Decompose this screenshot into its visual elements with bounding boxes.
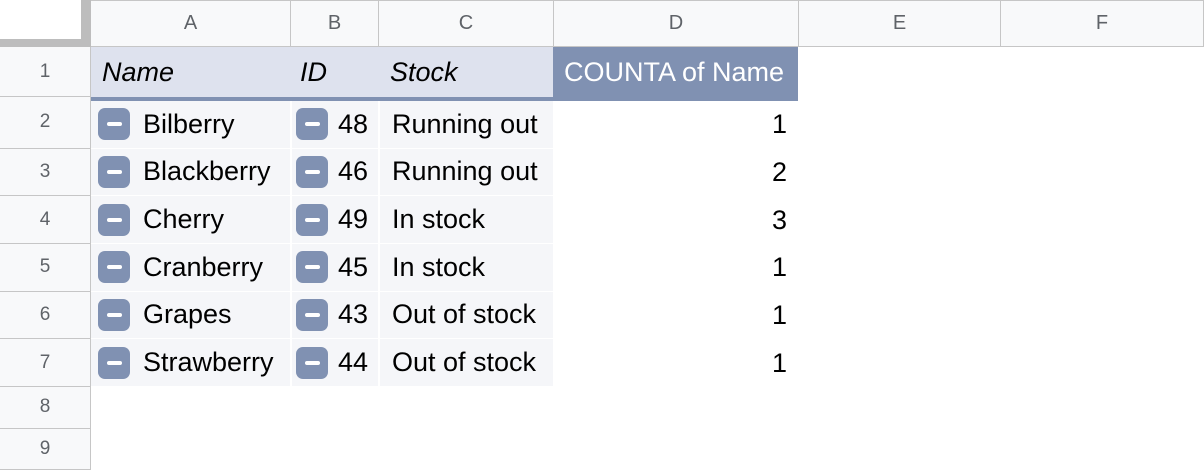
row-header-9[interactable]: 9 bbox=[0, 428, 91, 470]
pivot-cell-id[interactable]: 46 bbox=[290, 148, 378, 197]
pivot-cell-count[interactable]: 2 bbox=[553, 148, 798, 197]
pivot-header-stock[interactable]: Stock bbox=[378, 47, 553, 97]
column-header-e[interactable]: E bbox=[798, 0, 1000, 47]
pivot-id-text: 44 bbox=[337, 347, 368, 378]
select-all-corner[interactable] bbox=[0, 0, 91, 47]
collapse-minus-icon[interactable] bbox=[296, 251, 328, 284]
pivot-id-text: 48 bbox=[337, 108, 368, 139]
pivot-cell-name[interactable]: Cranberry bbox=[91, 243, 290, 292]
pivot-header-divider bbox=[91, 97, 798, 101]
collapse-minus-icon[interactable] bbox=[98, 346, 130, 379]
pivot-cell-name[interactable]: Cherry bbox=[91, 196, 290, 244]
pivot-header-counta[interactable]: COUNTA of Name bbox=[553, 47, 798, 97]
pivot-cell-stock[interactable]: In stock bbox=[378, 243, 553, 292]
pivot-cell-count[interactable]: 1 bbox=[553, 243, 798, 292]
pivot-header-name[interactable]: Name bbox=[91, 47, 290, 97]
pivot-cell-id[interactable]: 43 bbox=[290, 291, 378, 340]
empty-cells-row8[interactable] bbox=[91, 386, 1204, 429]
pivot-cell-count[interactable]: 1 bbox=[553, 291, 798, 340]
pivot-header-id[interactable]: ID bbox=[290, 47, 378, 97]
pivot-cell-id[interactable]: 49 bbox=[290, 196, 378, 244]
pivot-cell-stock[interactable]: Out of stock bbox=[378, 339, 553, 387]
empty-cells-row3[interactable] bbox=[798, 148, 1204, 197]
pivot-cell-count[interactable]: 1 bbox=[553, 339, 798, 387]
row-header-2[interactable]: 2 bbox=[0, 97, 91, 149]
row-header-5[interactable]: 5 bbox=[0, 243, 91, 292]
pivot-id-text: 45 bbox=[337, 251, 368, 282]
empty-divider-region bbox=[798, 97, 1204, 101]
pivot-cell-name[interactable]: Blackberry bbox=[91, 148, 290, 197]
pivot-id-text: 46 bbox=[337, 156, 368, 187]
row-header-3[interactable]: 3 bbox=[0, 148, 91, 197]
empty-cells-row1[interactable] bbox=[798, 47, 1204, 97]
row-header-7[interactable]: 7 bbox=[0, 339, 91, 387]
collapse-minus-icon[interactable] bbox=[98, 203, 130, 236]
pivot-id-text: 43 bbox=[337, 299, 368, 330]
empty-cells-row6[interactable] bbox=[798, 291, 1204, 340]
pivot-name-text: Blackberry bbox=[143, 156, 271, 187]
pivot-cell-count[interactable]: 1 bbox=[553, 101, 798, 149]
column-header-b[interactable]: B bbox=[290, 0, 378, 47]
pivot-cell-stock[interactable]: Running out bbox=[378, 101, 553, 149]
empty-cells-row5[interactable] bbox=[798, 243, 1204, 292]
pivot-cell-id[interactable]: 44 bbox=[290, 339, 378, 387]
pivot-cell-count[interactable]: 3 bbox=[553, 196, 798, 244]
pivot-cell-stock[interactable]: Running out bbox=[378, 148, 553, 197]
empty-cells-row9[interactable] bbox=[91, 428, 1204, 470]
empty-cells-row2[interactable] bbox=[798, 101, 1204, 149]
collapse-minus-icon[interactable] bbox=[296, 155, 328, 188]
pivot-cell-id[interactable]: 48 bbox=[290, 101, 378, 149]
collapse-minus-icon[interactable] bbox=[296, 203, 328, 236]
collapse-minus-icon[interactable] bbox=[296, 346, 328, 379]
collapse-minus-icon[interactable] bbox=[296, 108, 328, 141]
row-header-6[interactable]: 6 bbox=[0, 291, 91, 340]
collapse-minus-icon[interactable] bbox=[98, 251, 130, 284]
pivot-name-text: Cherry bbox=[143, 204, 225, 235]
pivot-cell-name[interactable]: Bilberry bbox=[91, 101, 290, 149]
pivot-cell-stock[interactable]: In stock bbox=[378, 196, 553, 244]
empty-cells-row4[interactable] bbox=[798, 196, 1204, 244]
pivot-id-text: 49 bbox=[337, 204, 368, 235]
column-header-c[interactable]: C bbox=[378, 0, 553, 47]
column-header-f[interactable]: F bbox=[1000, 0, 1204, 47]
pivot-name-text: Cranberry bbox=[143, 251, 264, 282]
collapse-minus-icon[interactable] bbox=[98, 108, 130, 141]
collapse-minus-icon[interactable] bbox=[98, 155, 130, 188]
row-header-1[interactable]: 1 bbox=[0, 47, 91, 97]
row-header-8[interactable]: 8 bbox=[0, 386, 91, 429]
row-header-4[interactable]: 4 bbox=[0, 196, 91, 244]
pivot-cell-name[interactable]: Strawberry bbox=[91, 339, 290, 387]
pivot-name-text: Bilberry bbox=[143, 108, 235, 139]
empty-cells-row7[interactable] bbox=[798, 339, 1204, 387]
column-header-d[interactable]: D bbox=[553, 0, 798, 47]
column-header-a[interactable]: A bbox=[91, 0, 290, 47]
collapse-minus-icon[interactable] bbox=[296, 298, 328, 331]
pivot-name-text: Grapes bbox=[143, 299, 232, 330]
pivot-cell-name[interactable]: Grapes bbox=[91, 291, 290, 340]
pivot-cell-id[interactable]: 45 bbox=[290, 243, 378, 292]
collapse-minus-icon[interactable] bbox=[98, 298, 130, 331]
pivot-cell-stock[interactable]: Out of stock bbox=[378, 291, 553, 340]
pivot-name-text: Strawberry bbox=[143, 347, 274, 378]
